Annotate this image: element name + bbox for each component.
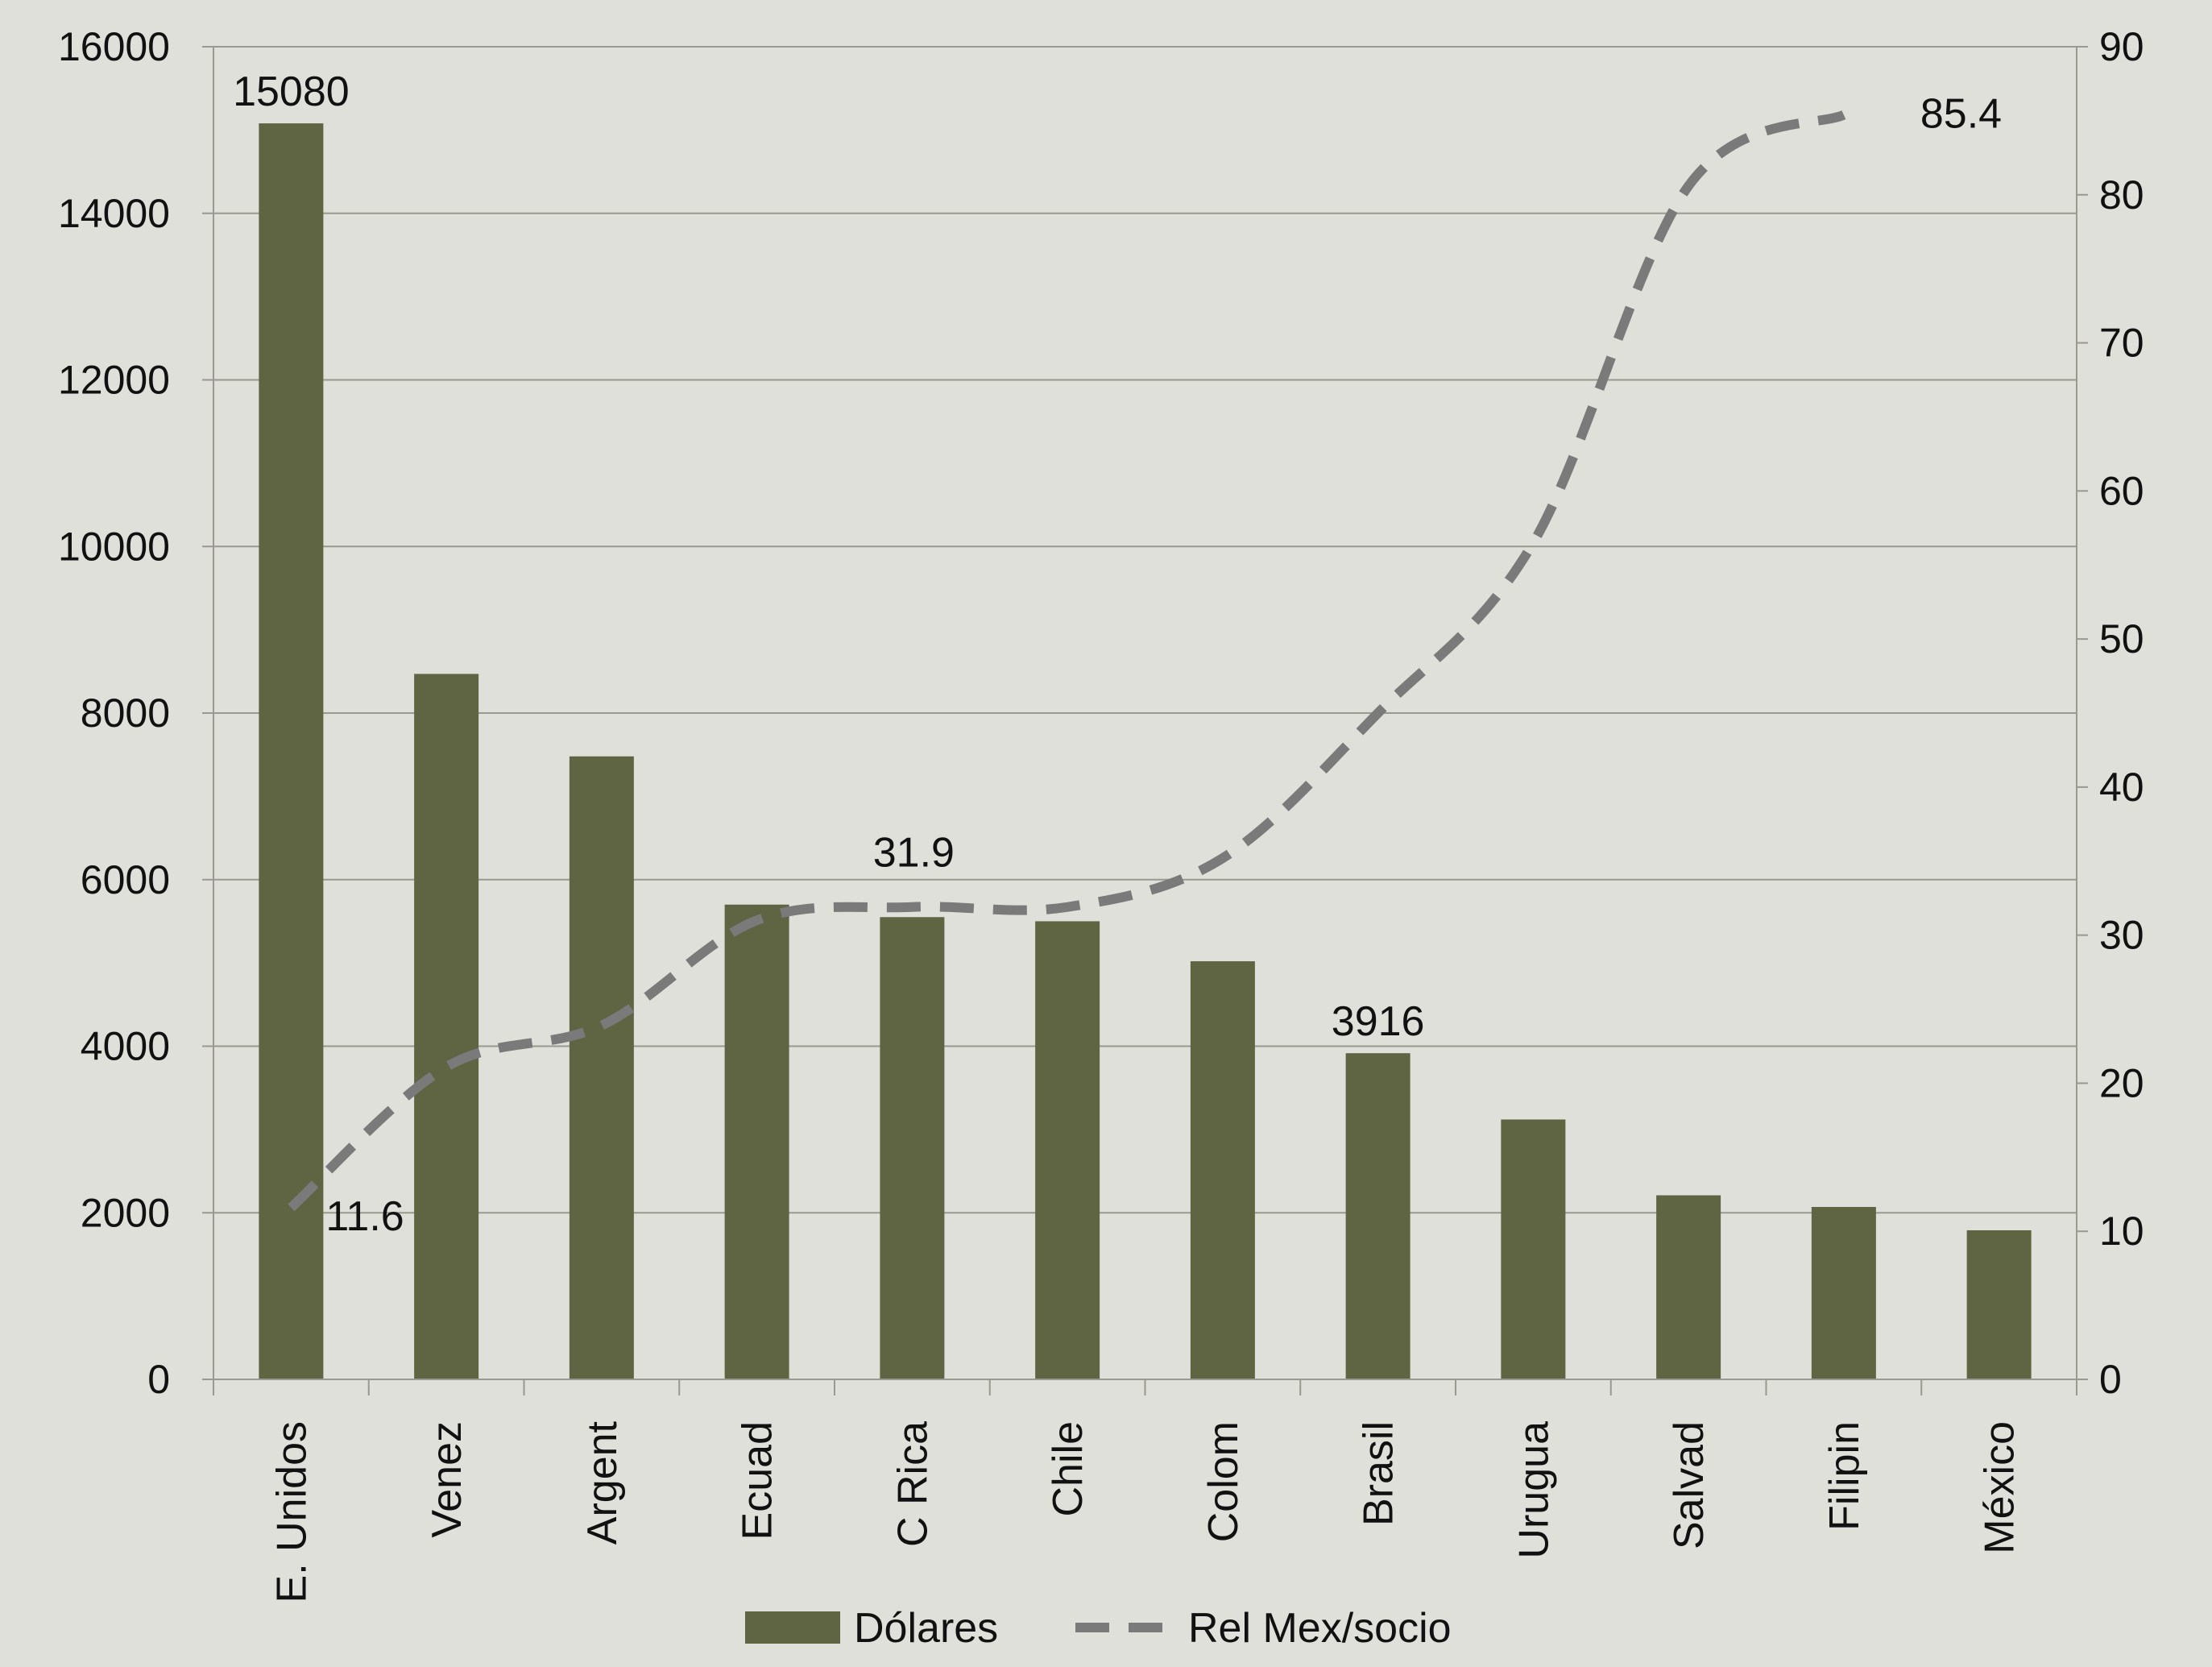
category-label-chile: Chile (1045, 1421, 1092, 1517)
left-axis-tick-label: 2000 (81, 1190, 170, 1235)
category-label-colom: Colom (1200, 1421, 1247, 1542)
bar-brasil (1346, 1053, 1410, 1379)
category-label-venez: Venez (424, 1421, 470, 1538)
category-label-urugua: Urugua (1510, 1421, 1557, 1559)
left-axis-tick-label: 12000 (58, 358, 170, 403)
category-label-argent: Argent (579, 1420, 626, 1545)
right-axis-tick-label: 30 (2099, 913, 2144, 958)
bar-mexico (1967, 1230, 2032, 1379)
data-label-e-unidos: 11.6 (325, 1193, 404, 1240)
right-axis-tick-label: 80 (2099, 172, 2144, 218)
left-axis-tick-label: 4000 (81, 1024, 170, 1069)
category-label-e-unidos: E. Unidos (268, 1421, 315, 1603)
category-label-ecuad: Ecuad (735, 1421, 781, 1540)
data-label-brasil: 3916 (1332, 998, 1425, 1045)
bar-argent (570, 757, 634, 1379)
left-axis-tick-label: 10000 (58, 524, 170, 569)
category-label-salvad: Salvad (1666, 1421, 1713, 1549)
bar-ecuad (725, 905, 789, 1379)
bar-venez (414, 674, 478, 1379)
left-axis-tick-label: 0 (147, 1357, 170, 1402)
right-axis-tick-label: 50 (2099, 616, 2144, 661)
left-axis-tick-label: 8000 (81, 690, 170, 736)
bar-urugua (1501, 1119, 1565, 1379)
right-axis-tick-label: 20 (2099, 1060, 2144, 1105)
data-label-e-unidos: 15080 (233, 68, 350, 115)
category-label-mexico: México (1977, 1421, 2024, 1554)
category-label-filipin: Filipin (1821, 1421, 1868, 1531)
data-label-filipin: 85.4 (1920, 91, 2002, 138)
right-axis-tick-label: 70 (2099, 321, 2144, 366)
bar-c-rica (880, 917, 944, 1379)
bar-colom (1191, 961, 1255, 1379)
category-label-c-rica: C Rica (889, 1421, 936, 1547)
right-axis-tick-label: 40 (2099, 765, 2144, 810)
bar-filipin (1812, 1207, 1876, 1379)
left-axis-tick-label: 14000 (58, 191, 170, 236)
bar-salvad (1656, 1196, 1721, 1379)
legend-label-dolares: Dólares (854, 1605, 998, 1652)
bar-chile (1035, 921, 1100, 1379)
legend-swatch-dolares (745, 1611, 840, 1644)
right-axis-tick-label: 0 (2099, 1357, 2122, 1402)
category-label-brasil: Brasil (1356, 1421, 1402, 1526)
right-axis-tick-label: 60 (2099, 468, 2144, 513)
legend-label-rel-mex-socio: Rel Mex/socio (1188, 1605, 1452, 1652)
right-axis-tick-label: 90 (2099, 24, 2144, 69)
data-label-c-rica: 31.9 (873, 830, 955, 877)
left-axis-tick-label: 16000 (58, 24, 170, 69)
right-axis-tick-label: 10 (2099, 1209, 2144, 1254)
left-axis-tick-label: 6000 (81, 857, 170, 902)
